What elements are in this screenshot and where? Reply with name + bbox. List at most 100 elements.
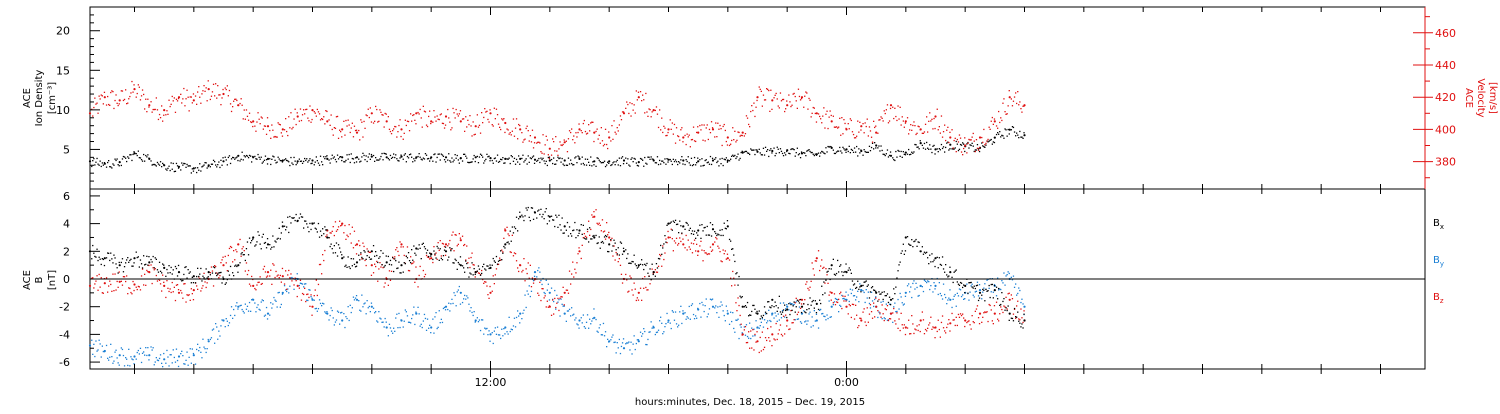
density-sample (359, 161, 361, 163)
density-sample (565, 164, 567, 166)
by-sample (874, 298, 876, 301)
bx-sample (158, 261, 161, 263)
density-sample (172, 162, 174, 165)
velocity-sample (660, 129, 662, 131)
by-sample (871, 300, 874, 302)
bz-sample (885, 309, 887, 311)
velocity-sample (99, 98, 101, 100)
bz-sample (619, 264, 622, 266)
bx-sample (924, 252, 927, 254)
by-sample (671, 310, 673, 312)
bx-sample (98, 256, 100, 258)
bz-sample (166, 280, 168, 282)
bz-sample (679, 237, 681, 239)
bz-point (815, 257, 818, 260)
density-sample (708, 163, 711, 165)
bx-sample (341, 254, 343, 256)
by-point (163, 358, 166, 361)
by-sample (719, 305, 721, 308)
density-sample (910, 153, 912, 155)
by-sample (237, 308, 239, 310)
density-sample (735, 157, 737, 160)
velocity-sample (173, 97, 175, 99)
velocity-sample (359, 139, 361, 141)
density-sample (392, 156, 394, 158)
by-sample (748, 337, 750, 339)
velocity-sample (634, 112, 636, 114)
by-sample (155, 357, 157, 359)
by-sample (457, 289, 459, 291)
density-sample (678, 161, 680, 163)
bx-sample (581, 233, 583, 235)
density-point (533, 158, 537, 161)
velocity-sample (867, 135, 869, 137)
bz-sample (868, 313, 871, 315)
velocity-sample (545, 135, 547, 137)
bz-point (608, 236, 611, 239)
density-sample (867, 151, 869, 153)
bz-sample (960, 314, 963, 317)
bx-sample (807, 303, 809, 306)
density-sample (209, 166, 211, 168)
bottom-left-tick-label: -4 (59, 328, 70, 341)
velocity-sample (183, 87, 185, 90)
velocity-sample (586, 132, 589, 134)
bz-point (786, 319, 789, 322)
bz-sample (739, 314, 741, 317)
bz-sample (501, 249, 503, 251)
velocity-sample (1015, 92, 1017, 94)
by-sample (570, 315, 572, 317)
velocity-sample (251, 121, 253, 124)
velocity-sample (172, 100, 174, 102)
velocity-point (949, 136, 952, 139)
by-point (504, 326, 507, 329)
density-sample (136, 154, 138, 157)
velocity-sample (212, 83, 215, 85)
velocity-sample (857, 120, 859, 122)
bz-sample (523, 258, 525, 260)
bz-sample (938, 328, 940, 331)
density-sample (110, 166, 112, 168)
bz-sample (307, 293, 309, 295)
bx-sample (1003, 298, 1005, 300)
bz-sample (98, 273, 100, 276)
density-sample (868, 145, 871, 147)
velocity-sample (120, 90, 122, 92)
by-sample (335, 319, 338, 321)
density-sample (250, 155, 252, 157)
density-sample (118, 165, 120, 167)
bz-sample (863, 308, 865, 310)
bz-sample (986, 311, 988, 313)
bx-sample (955, 269, 957, 271)
density-sample (601, 161, 604, 164)
velocity-sample (188, 110, 190, 112)
bz-sample (99, 286, 101, 288)
velocity-sample (182, 98, 184, 100)
by-sample (171, 362, 173, 364)
density-sample (530, 158, 533, 160)
bx-sample (773, 306, 775, 308)
density-sample (1005, 129, 1007, 131)
bz-sample (607, 234, 609, 236)
top-left-label-line3: [cm⁻³] (47, 82, 58, 114)
bx-sample (1013, 307, 1016, 310)
density-sample (444, 161, 447, 163)
velocity-sample (1019, 101, 1021, 103)
bx-sample (403, 262, 405, 264)
bz-sample (354, 244, 357, 246)
by-point (637, 340, 640, 343)
velocity-sample (612, 138, 614, 140)
bz-sample (113, 290, 115, 292)
density-sample (236, 156, 238, 158)
velocity-sample (916, 132, 918, 134)
velocity-sample (150, 101, 152, 103)
velocity-sample (319, 119, 322, 121)
bx-sample (715, 232, 717, 235)
velocity-point (593, 131, 596, 134)
bz-sample (877, 310, 879, 312)
by-sample (207, 338, 209, 341)
density-sample (838, 150, 840, 152)
bz-sample (508, 234, 510, 237)
by-sample (91, 339, 93, 341)
